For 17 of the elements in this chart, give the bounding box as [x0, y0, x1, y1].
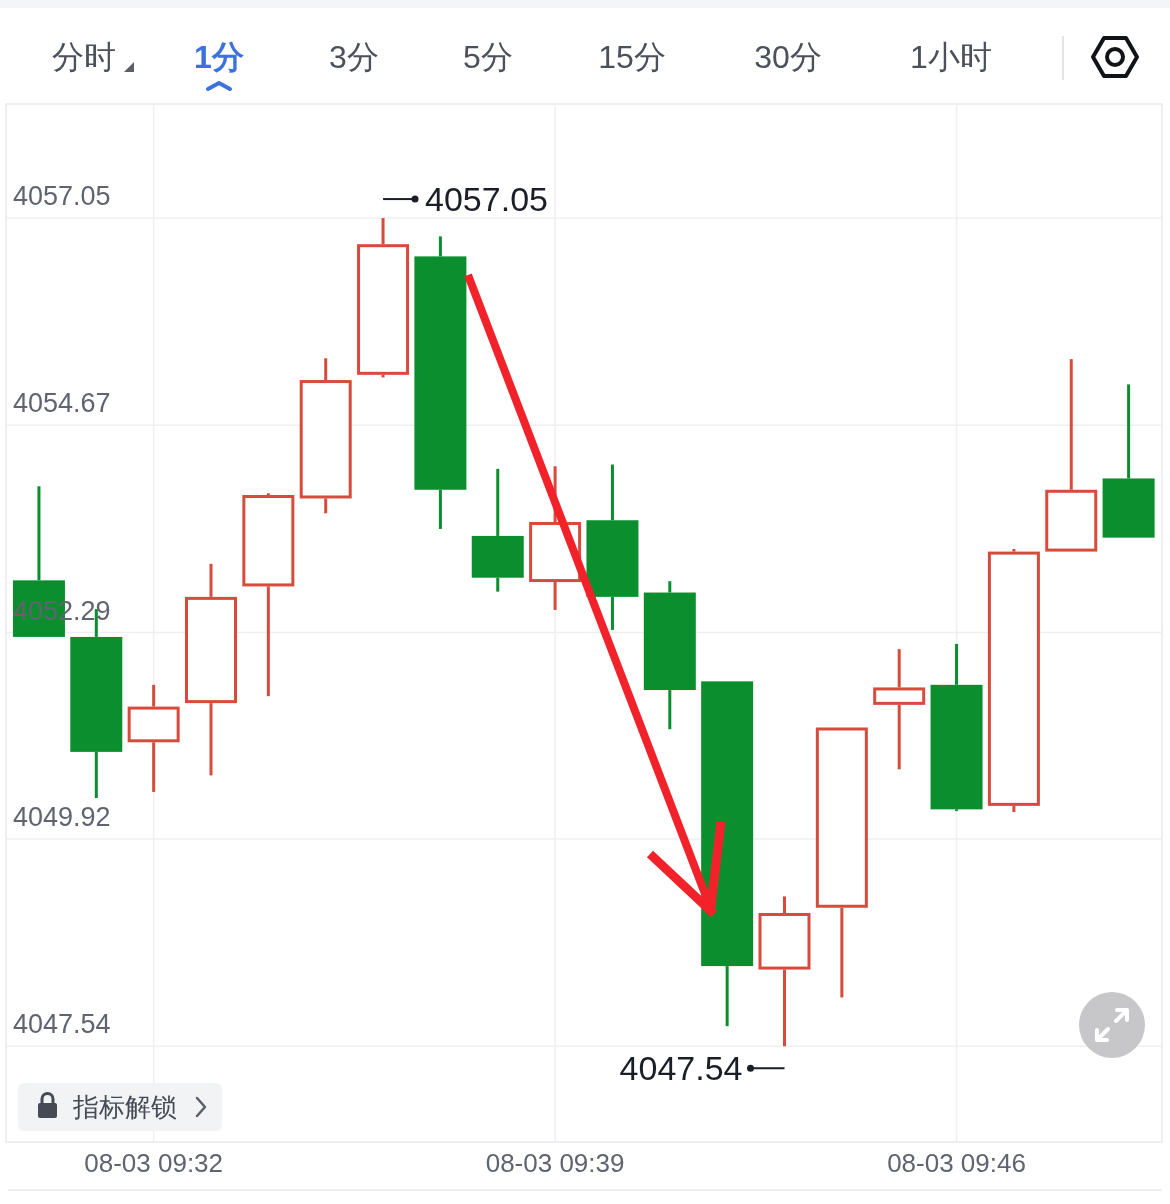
y-tick-label: 4054.67	[13, 388, 111, 419]
y-tick-label: 4049.92	[13, 801, 111, 832]
text: 分时	[52, 39, 116, 75]
text: 5分	[463, 39, 513, 75]
x-tick-label: 08-03 09:46	[887, 1148, 1026, 1178]
text: 1小时	[910, 39, 992, 75]
text: 15分	[598, 39, 666, 75]
x-tick-label: 08-03 09:39	[485, 1148, 625, 1178]
text: 30分	[754, 39, 822, 75]
annotation: 4057.05	[425, 180, 548, 219]
y-tick-label: 4047.54	[13, 1009, 111, 1040]
x-tick-label: 08-03 09:32	[84, 1148, 224, 1178]
text: 3分	[329, 39, 379, 75]
annotation: 4047.54	[619, 1049, 743, 1088]
y-tick-label: 4057.05	[13, 181, 111, 212]
text: 1分	[194, 39, 244, 75]
annotation: 指标解锁	[72, 1092, 177, 1122]
